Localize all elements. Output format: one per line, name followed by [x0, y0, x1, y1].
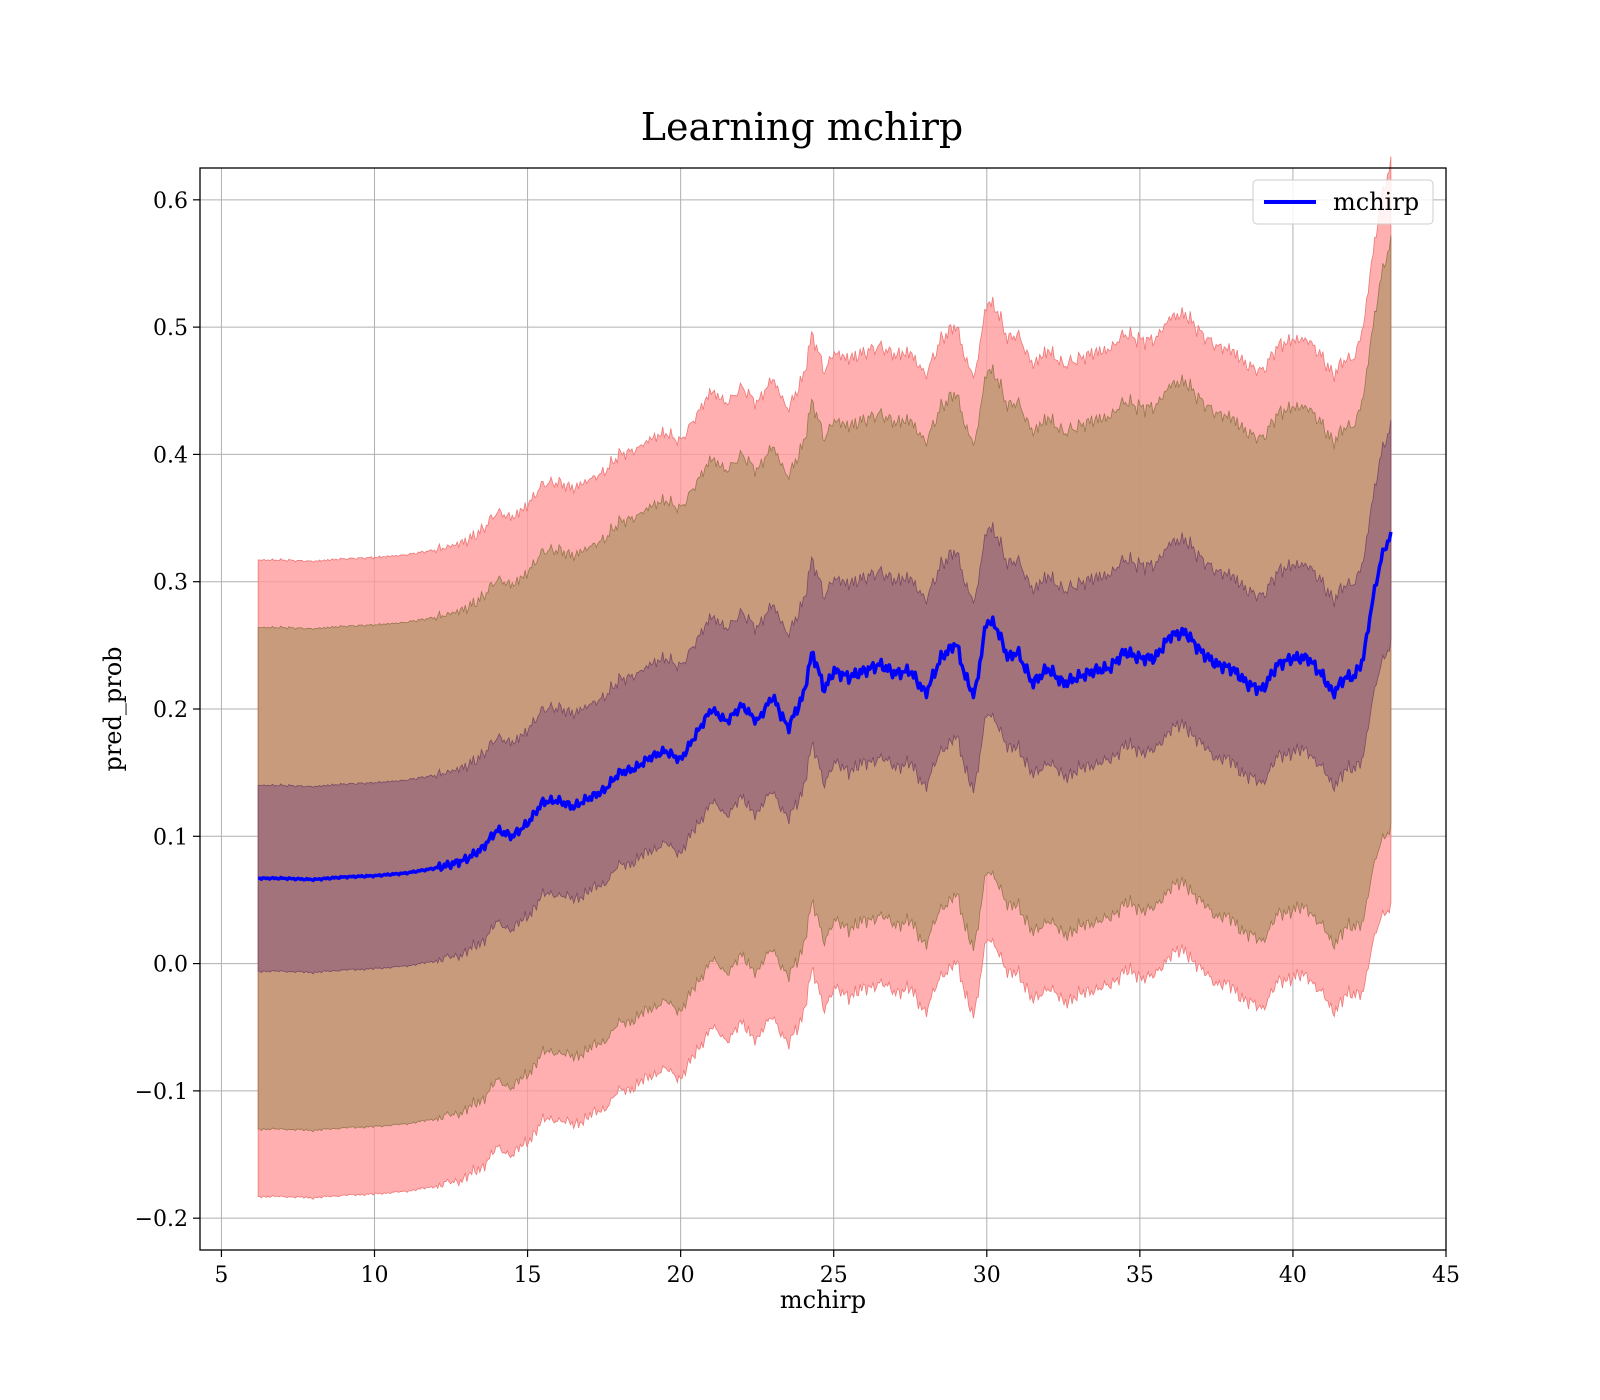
y-tick-label: −0.2	[135, 1207, 188, 1232]
y-axis-ticks: −0.2 −0.1 0.0 0.1 0.2 0.3 0.4 0.5 0.6	[135, 189, 200, 1232]
y-tick-label: 0.6	[153, 189, 188, 214]
y-tick-label: 0.3	[153, 571, 188, 596]
x-axis-ticks: 5 10 15 20 25 30 35 40 45	[214, 1250, 1460, 1288]
series-line-mchirp	[258, 531, 1393, 883]
confidence-bands	[257, 156, 1392, 1200]
x-tick-label: 35	[1126, 1263, 1154, 1288]
legend-box	[1252, 179, 1434, 225]
y-axis-label: pred_prob	[99, 646, 127, 771]
x-tick-label: 40	[1279, 1263, 1307, 1288]
x-tick-label: 10	[361, 1263, 389, 1288]
legend: mchirp	[1252, 179, 1434, 225]
y-tick-label: 0.2	[153, 698, 188, 723]
y-tick-label: 0.0	[153, 953, 188, 978]
band-inner	[257, 419, 1392, 975]
y-tick-label: 0.1	[153, 825, 188, 850]
x-tick-label: 15	[514, 1263, 542, 1288]
y-tick-label: 0.4	[153, 443, 188, 468]
x-tick-label: 25	[820, 1263, 848, 1288]
x-tick-label: 30	[973, 1263, 1001, 1288]
series-lines	[258, 531, 1393, 883]
y-tick-label: 0.5	[153, 316, 188, 341]
x-tick-label: 45	[1432, 1263, 1460, 1288]
legend-entry-mchirp: mchirp	[1333, 188, 1419, 216]
x-axis-label: mchirp	[780, 1286, 866, 1314]
x-tick-label: 20	[667, 1263, 695, 1288]
chart-title: Learning mchirp	[641, 105, 963, 149]
y-tick-label: −0.1	[135, 1080, 188, 1105]
x-tick-label: 5	[214, 1263, 228, 1288]
